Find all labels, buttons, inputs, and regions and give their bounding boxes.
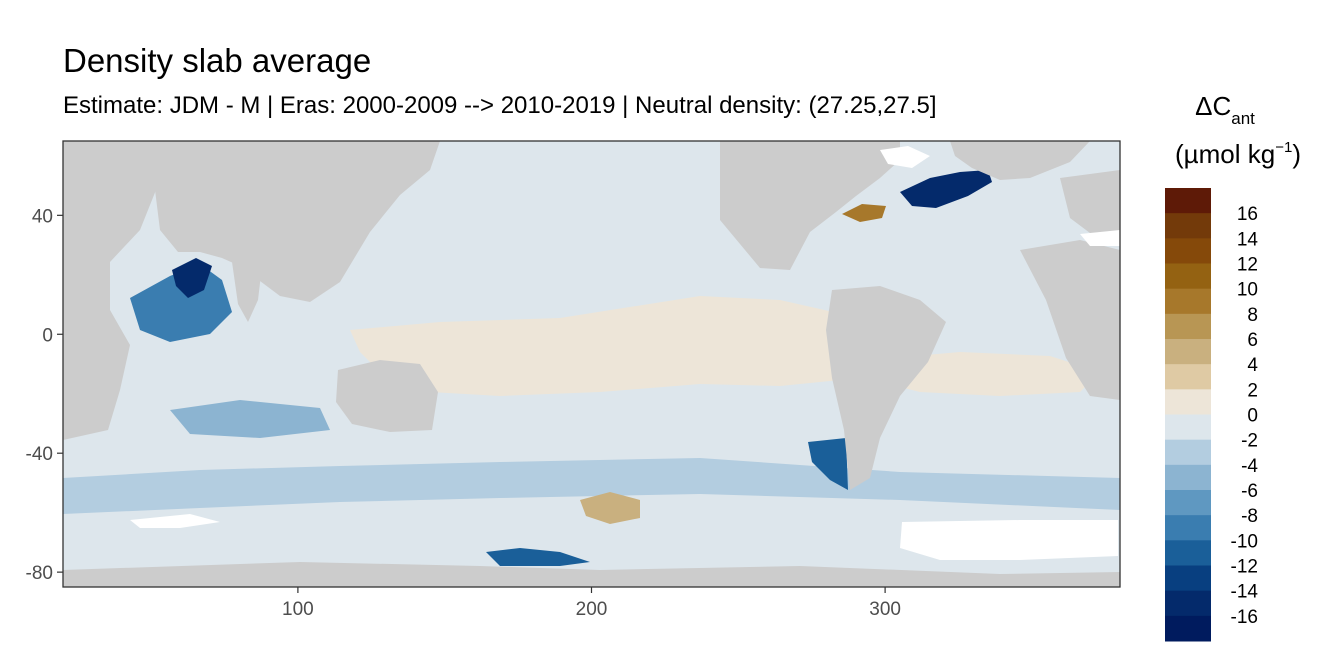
nodata-indian-sector-ice (130, 514, 220, 528)
legend-swatch (1165, 364, 1211, 390)
land-europe (1060, 170, 1120, 240)
legend-unit-prefix: (µmol kg (1175, 139, 1275, 169)
region-north-atlantic-positive (842, 204, 886, 222)
legend-label: -2 (1241, 431, 1258, 452)
region-pacific-positive (350, 296, 860, 396)
legend-label: -14 (1231, 582, 1259, 603)
chart-title: Density slab average (63, 42, 372, 79)
land-greenland (950, 141, 1090, 180)
legend-swatch (1165, 464, 1211, 491)
region-drake-passage (808, 438, 848, 490)
legend-swatch (1165, 339, 1211, 365)
legend-labels: 16 14 12 10 8 6 4 2 0 -2 -4 -6 -8 -10 -12 -14 -16 (1231, 204, 1259, 628)
no-data-layer (130, 146, 1120, 560)
legend-title: ΔCant (1195, 91, 1255, 128)
legend-swatch (1165, 313, 1211, 340)
land-south-america (826, 286, 946, 490)
legend-swatch (1165, 565, 1211, 592)
legend-label: 16 (1237, 204, 1258, 225)
legend-label: -8 (1241, 506, 1258, 527)
land-australia (336, 360, 438, 432)
land-india (232, 262, 262, 322)
x-tick-label: 200 (576, 599, 608, 620)
legend-swatch (1165, 389, 1211, 415)
legend-label: 6 (1247, 330, 1258, 351)
legend-swatch (1165, 238, 1211, 264)
legend-label: 12 (1237, 255, 1258, 276)
legend-label: 2 (1247, 380, 1258, 401)
y-tick-label: -80 (26, 563, 53, 584)
legend-label: 0 (1247, 406, 1258, 427)
region-australia-south (170, 400, 330, 438)
nodata-north-atlantic (880, 146, 930, 168)
land-north-america (720, 141, 900, 270)
legend-swatch (1165, 439, 1211, 466)
legend-label: -16 (1231, 607, 1258, 628)
legend-label: -4 (1241, 456, 1258, 477)
legend-label: 8 (1247, 305, 1258, 326)
region-pacific-sector-positive (580, 492, 640, 524)
legend: ΔCant (µmol kg−1) 16 14 12 10 8 6 4 2 0 -2 -4 -6 -8 -… (1165, 91, 1301, 642)
region-arabian-sea (130, 264, 232, 342)
y-axis: 40 0 -40 -80 (26, 206, 63, 584)
land-africa-west (1020, 240, 1120, 400)
legend-swatch (1165, 213, 1211, 239)
region-arabian-sea-core (172, 258, 212, 298)
land-antarctica (63, 562, 1120, 587)
legend-swatch (1165, 263, 1211, 290)
land-eurasia (150, 141, 440, 302)
legend-swatch (1165, 288, 1211, 315)
legend-label: -6 (1241, 481, 1258, 502)
y-tick-label: -40 (26, 444, 53, 465)
legend-swatch (1165, 414, 1211, 441)
legend-label: -12 (1231, 557, 1258, 578)
legend-swatch (1165, 540, 1211, 566)
legend-label: 14 (1237, 229, 1259, 250)
legend-swatches (1165, 188, 1211, 642)
legend-label: 4 (1247, 355, 1258, 376)
legend-unit: (µmol kg−1) (1175, 139, 1301, 169)
x-tick-label: 300 (869, 599, 901, 620)
region-labrador-sea (900, 170, 992, 208)
legend-label: -10 (1231, 531, 1258, 552)
legend-title-main: ΔC (1195, 91, 1231, 121)
legend-swatch (1165, 515, 1211, 541)
y-tick-label: 0 (42, 325, 53, 346)
x-tick-label: 100 (282, 599, 314, 620)
legend-title-sub: ant (1231, 109, 1255, 128)
plot-panel (63, 141, 1120, 587)
legend-label: 10 (1237, 280, 1258, 301)
legend-unit-exp: −1 (1275, 139, 1292, 156)
legend-swatch (1165, 490, 1211, 516)
region-ross-sea (486, 548, 590, 566)
land-layer (63, 141, 1120, 587)
land-africa (63, 141, 160, 440)
y-tick-label: 40 (32, 206, 53, 227)
legend-swatch (1165, 615, 1211, 642)
x-axis: 100 200 300 (282, 587, 901, 620)
legend-swatch (1165, 188, 1211, 214)
region-south-atlantic-positive (870, 352, 1100, 396)
chart-subtitle: Estimate: JDM - M | Eras: 2000-2009 --> … (63, 92, 937, 119)
legend-swatch (1165, 590, 1211, 617)
nodata-weddell-ice (900, 520, 1118, 560)
nodata-mediterranean (1080, 230, 1120, 246)
legend-unit-suffix: ) (1292, 139, 1301, 169)
